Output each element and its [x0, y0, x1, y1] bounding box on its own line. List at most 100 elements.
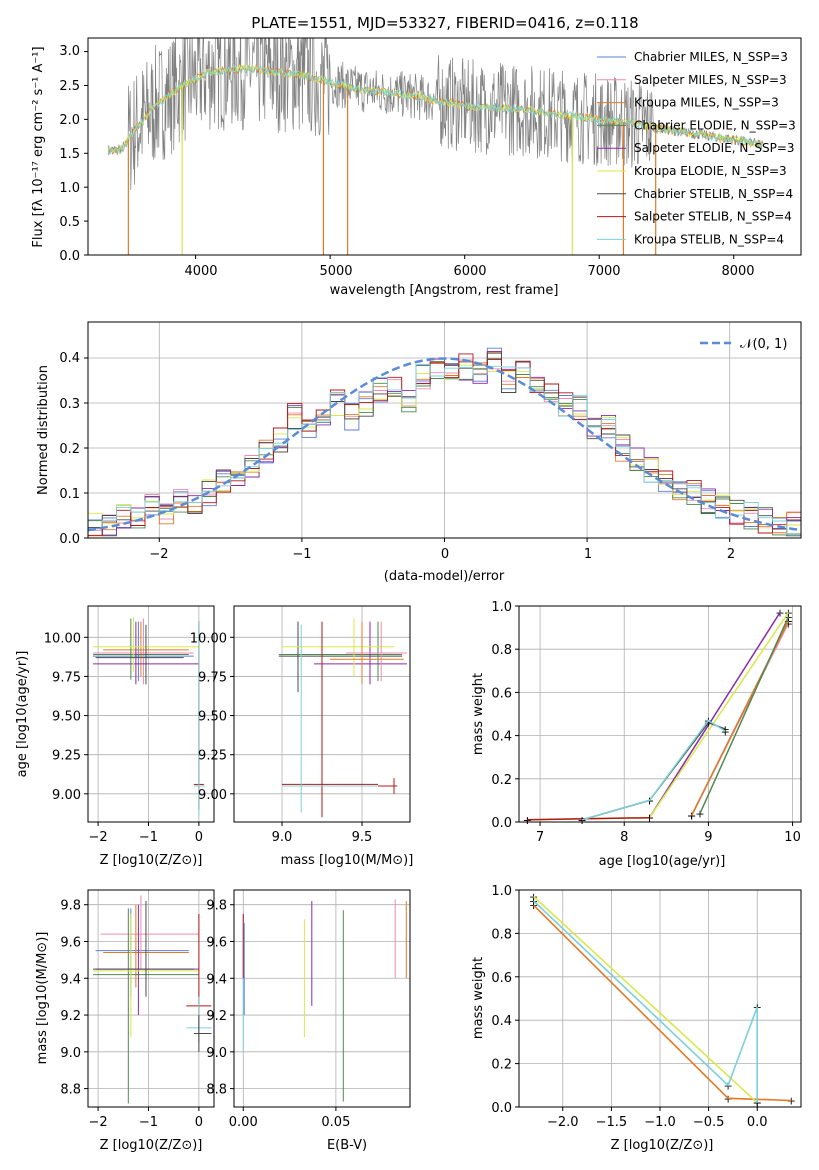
ageZ-xtick-label: −2: [88, 830, 107, 845]
massZ-ytick-label: 9.4: [60, 972, 81, 987]
ZW-x-axis-label: Z [log10(Z/Z⊙)]: [611, 1138, 714, 1153]
hist-ytick-label: 0.2: [59, 442, 80, 457]
spectrum-xtick-label: 5000: [319, 264, 352, 279]
ageZ-y-axis-label: age [log10(age/yr)]: [15, 651, 30, 778]
massZ-xtick-label: 0: [195, 1115, 203, 1130]
ageW-plot-area: +++++++++++ +++++ ++ +++++: [523, 606, 793, 826]
ZW-xtick-label: −1.0: [644, 1115, 676, 1130]
ageMass-xtick-label: 9.0: [272, 830, 293, 845]
ZW-xtick-label: −1.5: [596, 1115, 628, 1130]
massZ-x-axis-label: Z [log10(Z/Z⊙)]: [100, 1138, 203, 1153]
spectrum-xtick-label: 8000: [721, 264, 754, 279]
massEBV-ytick-label: 9.2: [206, 1009, 227, 1024]
massEBV-xtick-label: 0.00: [229, 1115, 258, 1130]
hist-xtick-label: 1: [584, 547, 592, 562]
spectrum-y-axis-label: Flux [fλ 10⁻¹⁷ erg cm⁻² s⁻¹ A⁻¹]: [31, 46, 46, 247]
massEBV-ytick-label: 8.8: [206, 1083, 227, 1098]
massZ-xtick-label: −2: [88, 1115, 107, 1130]
massweight-vs-metallicity-panel: −2.0 −1.5 −1.0 −0.5 0.0 0.0 0.2 0.4 0.6 0.8 1.0 ++ +…: [491, 884, 802, 1130]
ageMass-ytick-label: 9.50: [198, 710, 227, 725]
ageW-xtick-label: 9: [704, 830, 712, 845]
massZ-ytick-label: 9.6: [60, 935, 81, 950]
ZW-point-marker: +: [753, 1097, 762, 1110]
massZ-ytick-label: 9.2: [60, 1009, 81, 1024]
ageW-point-marker: +: [721, 723, 730, 736]
ZW-xtick-label: −0.5: [693, 1115, 725, 1130]
ZW-ytick-label: 0.2: [491, 1058, 512, 1073]
ZW-point-marker: +: [753, 1097, 762, 1110]
massZ-y-axis-label: mass [log10(M/M⊙)]: [35, 932, 50, 1065]
ZW-xtick-label: 0.0: [747, 1115, 768, 1130]
ageW-point-marker: +: [578, 814, 587, 827]
ageMass-axes-frame: [233, 605, 411, 823]
ageZ-xtick-label: −1: [139, 830, 158, 845]
spectrum-title: PLATE=1551, MJD=53327, FIBERID=0416, z=0…: [251, 14, 638, 32]
spectrum-model-line: [107, 65, 763, 155]
ageZ-ytick-label: 9.75: [52, 670, 81, 685]
age-vs-mass-panel: 9.0 9.5 9.00 9.25 9.50 9.75 10.00: [190, 605, 411, 845]
ageW-point-marker: +: [721, 725, 730, 738]
spectrum-panel: 4000 5000 6000 7000 8000 0.0 0.5 1.0 1.5…: [31, 37, 802, 298]
mass-vs-ebv-panel: 0.00 0.05 8.8 9.0 9.2 9.4 9.6 9.8: [206, 889, 411, 1130]
spectrum-xtick-label: 7000: [587, 264, 620, 279]
ageW-x-axis-label: age [log10(age/yr)]: [599, 854, 726, 869]
ageW-xtick-label: 8: [620, 830, 628, 845]
spectrum-xtick-label: 6000: [453, 264, 486, 279]
ageW-ytick-label: 1.0: [491, 600, 512, 615]
spectrum-legend-label: Salpeter STELIB, N_SSP=4: [634, 210, 792, 224]
ageW-ytick-label: 0.4: [491, 730, 512, 745]
ageW-series-line: [581, 719, 726, 821]
spectrum-legend-label: Chabrier MILES, N_SSP=3: [634, 50, 788, 64]
hist-series-step: [88, 364, 801, 536]
ageMass-x-axis-label: mass [log10(M/M⊙)]: [281, 853, 414, 868]
spectrum-legend-label: Salpeter ELODIE, N_SSP=3: [634, 141, 795, 155]
hist-ytick-label: 0.0: [59, 532, 80, 547]
spectrum-legend-label: Kroupa MILES, N_SSP=3: [634, 96, 779, 110]
massEBV-ytick-label: 9.0: [206, 1046, 227, 1061]
ageW-series-line: [699, 616, 790, 814]
hist-xtick-label: 2: [727, 547, 735, 562]
ageW-point-marker: +: [687, 810, 696, 823]
massEBV-ytick-label: 9.4: [206, 972, 227, 987]
spectrum-legend: Chabrier MILES, N_SSP=3 Salpeter MILES, N…: [597, 50, 796, 246]
ageZ-plot-area: [93, 616, 205, 818]
histogram-axes-frame: [87, 321, 802, 539]
spectrum-ytick-label: 2.0: [59, 113, 80, 128]
ageW-point-marker: +: [578, 814, 587, 827]
spectrum-series-group: [107, 38, 764, 255]
hist-xtick-label: −2: [149, 547, 168, 562]
hist-legend-label: 𝒩(0, 1): [740, 337, 787, 352]
ageMass-ytick-label: 9.25: [198, 749, 227, 764]
ageMass-plot-area: [278, 618, 407, 818]
ZW-ytick-label: 0.8: [491, 927, 512, 942]
hist-ytick-label: 0.3: [59, 397, 80, 412]
ageZ-ytick-label: 10.00: [44, 631, 81, 646]
residual-histogram-panel: −2 −1 0 1 2 0.0 0.1 0.2 0.3 0.4 (data-mo…: [36, 321, 802, 584]
spectrum-ytick-label: 0.0: [59, 249, 80, 264]
massEBV-axes-frame: [233, 889, 411, 1108]
hist-y-axis-label: Normed distribution: [36, 365, 51, 495]
massZ-ytick-label: 8.8: [60, 1083, 81, 1098]
ZW-ytick-label: 0.6: [491, 971, 512, 986]
ZW-ytick-label: 0.0: [491, 1101, 512, 1116]
ageW-ytick-label: 0.2: [491, 773, 512, 788]
ageW-ytick-label: 0.6: [491, 686, 512, 701]
massEBV-ytick-label: 9.8: [206, 899, 227, 914]
massweight-vs-age-panel: 7 8 9 100.00.20.40.60.81.0+++++++++++ +++++ +…: [491, 600, 802, 845]
spectrum-legend-label: Kroupa STELIB, N_SSP=4: [634, 232, 784, 246]
ageW-xtick-label: 10: [784, 830, 801, 845]
ageZ-xtick-label: 0: [195, 830, 203, 845]
ageZ-ytick-label: 9.00: [52, 788, 81, 803]
ageZ-ytick-label: 9.25: [52, 749, 81, 764]
massEBV-plot-area: [242, 899, 407, 1102]
massZ-plot-area: [93, 895, 212, 1104]
ageW-point-marker: +: [695, 807, 704, 820]
massZ-ytick-label: 9.0: [60, 1046, 81, 1061]
hist-xtick-label: −1: [292, 547, 311, 562]
ageW-xtick-label: 7: [536, 830, 544, 845]
spectrum-ytick-label: 2.5: [59, 79, 80, 94]
mass-vs-metallicity-panel: −2 −1 0 8.8 9.0 9.2 9.4 9.6 9.8: [60, 889, 215, 1130]
ZW-ytick-label: 1.0: [491, 884, 512, 899]
ageMass-ytick-label: 9.75: [198, 670, 227, 685]
